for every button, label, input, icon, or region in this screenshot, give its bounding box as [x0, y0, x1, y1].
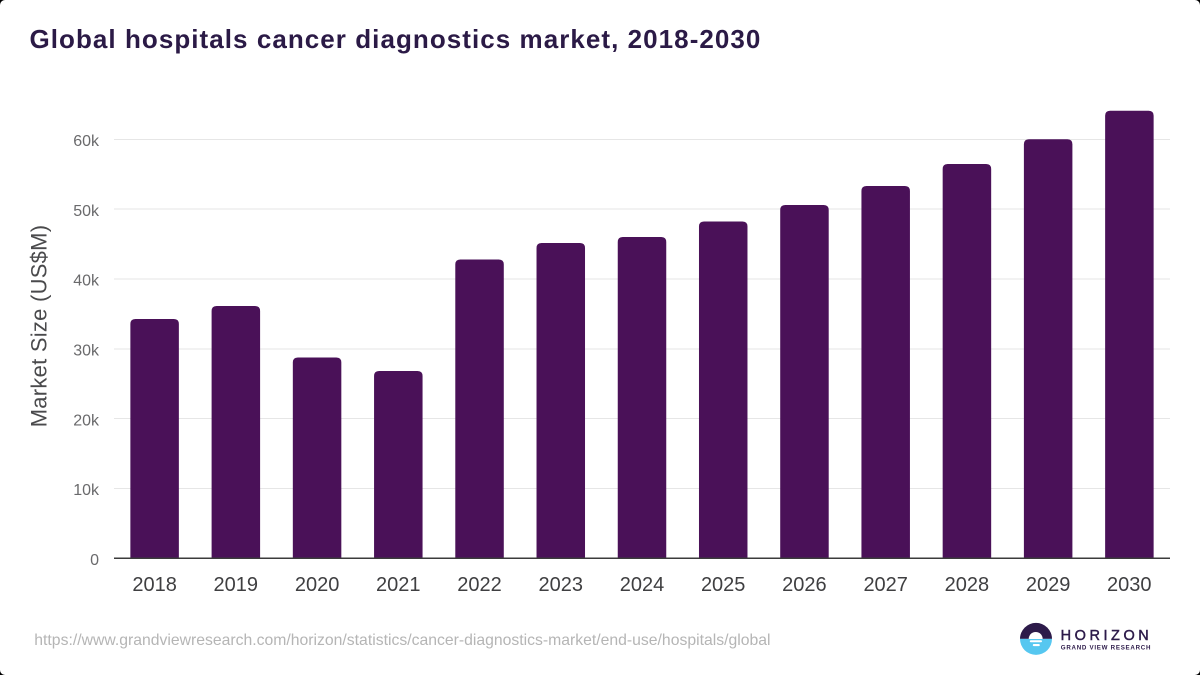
svg-text:2024: 2024 [620, 574, 665, 596]
svg-text:2018: 2018 [132, 574, 177, 596]
svg-text:50k: 50k [73, 203, 100, 220]
svg-text:2028: 2028 [945, 574, 990, 596]
svg-text:2021: 2021 [376, 574, 421, 596]
svg-text:2026: 2026 [782, 574, 827, 596]
svg-text:20k: 20k [73, 412, 100, 429]
svg-text:0: 0 [90, 552, 99, 569]
svg-text:2025: 2025 [701, 574, 746, 596]
svg-text:2020: 2020 [295, 574, 340, 596]
svg-text:https://www.grandviewresearch.: https://www.grandviewresearch.com/horizo… [34, 632, 770, 649]
svg-text:Global hospitals cancer diagno: Global hospitals cancer diagnostics mark… [30, 24, 762, 54]
svg-text:HORIZON: HORIZON [1061, 628, 1153, 644]
svg-text:GRAND VIEW RESEARCH: GRAND VIEW RESEARCH [1061, 645, 1151, 652]
svg-text:2023: 2023 [539, 574, 584, 596]
svg-text:10k: 10k [73, 482, 100, 499]
svg-text:2022: 2022 [457, 574, 502, 596]
svg-text:40k: 40k [73, 273, 100, 290]
svg-text:Market Size (US$M): Market Size (US$M) [27, 225, 52, 428]
svg-text:60k: 60k [73, 133, 100, 150]
svg-text:2019: 2019 [214, 574, 259, 596]
svg-text:2029: 2029 [1026, 574, 1071, 596]
svg-text:2030: 2030 [1107, 574, 1152, 596]
svg-text:2027: 2027 [863, 574, 908, 596]
svg-text:30k: 30k [73, 343, 100, 360]
